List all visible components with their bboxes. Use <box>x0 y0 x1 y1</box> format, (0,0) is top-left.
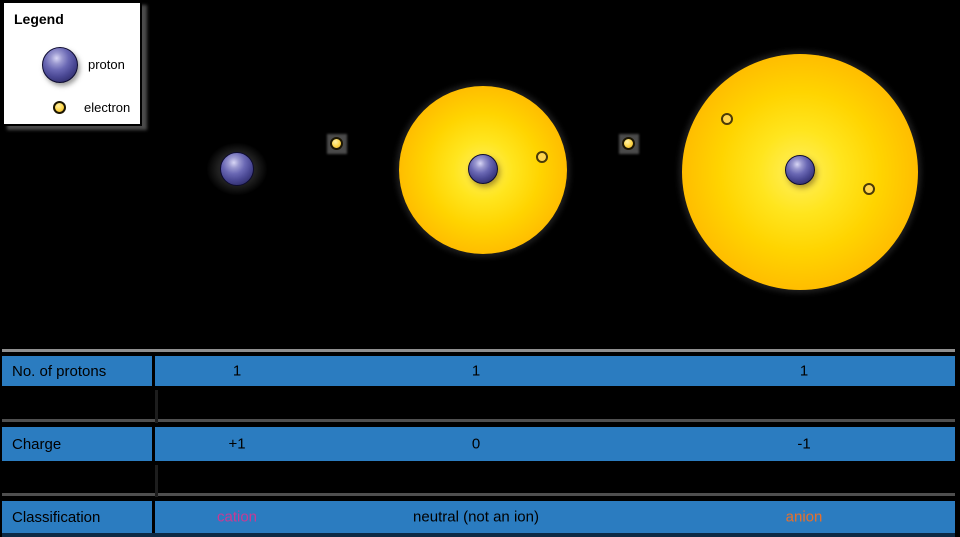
charge-value-neutral: 0 <box>471 435 481 453</box>
electron-icon <box>53 101 66 114</box>
protons-value-anion: 1 <box>799 362 809 380</box>
classification-value-cation: cation <box>216 508 258 526</box>
protons-value-neutral: 1 <box>471 362 481 380</box>
electron-cloud-neutral <box>399 86 567 254</box>
table-gap-divider <box>155 465 158 497</box>
legend-title: Legend <box>14 11 64 27</box>
table-gap-line <box>2 419 955 422</box>
legend-proton-label: proton <box>88 57 125 72</box>
proton-icon <box>42 47 78 83</box>
classification-value-anion: anion <box>785 508 823 526</box>
charge-value-anion: -1 <box>797 435 811 453</box>
anion-electron-2 <box>863 183 875 195</box>
table-row-protons: No. of protons 1 1 1 <box>2 352 955 390</box>
row-label-protons: No. of protons <box>2 356 155 386</box>
neutral-proton <box>468 154 498 184</box>
table-row-charge: Charge +1 0 -1 <box>2 423 955 465</box>
anion-proton <box>785 155 815 185</box>
charge-value-cation: +1 <box>228 435 246 453</box>
row-label-classification: Classification <box>2 501 155 533</box>
row-label-charge: Charge <box>2 427 155 461</box>
cation-proton <box>220 152 254 186</box>
electron-cloud-anion <box>682 54 918 290</box>
free-electron-1 <box>330 137 343 150</box>
table-top-edge-line <box>2 349 955 352</box>
table-gap-divider <box>155 390 158 423</box>
legend-electron-label: electron <box>84 100 131 115</box>
table-row-classification: Classification cation neutral (not an io… <box>2 497 955 537</box>
neutral-electron <box>536 151 548 163</box>
protons-value-cation: 1 <box>232 362 242 380</box>
anion-electron-1 <box>721 113 733 125</box>
classification-value-neutral: neutral (not an ion) <box>413 508 539 526</box>
legend-box: Legend proton electron <box>2 1 142 126</box>
free-electron-2 <box>622 137 635 150</box>
table-gap-line <box>2 493 955 496</box>
